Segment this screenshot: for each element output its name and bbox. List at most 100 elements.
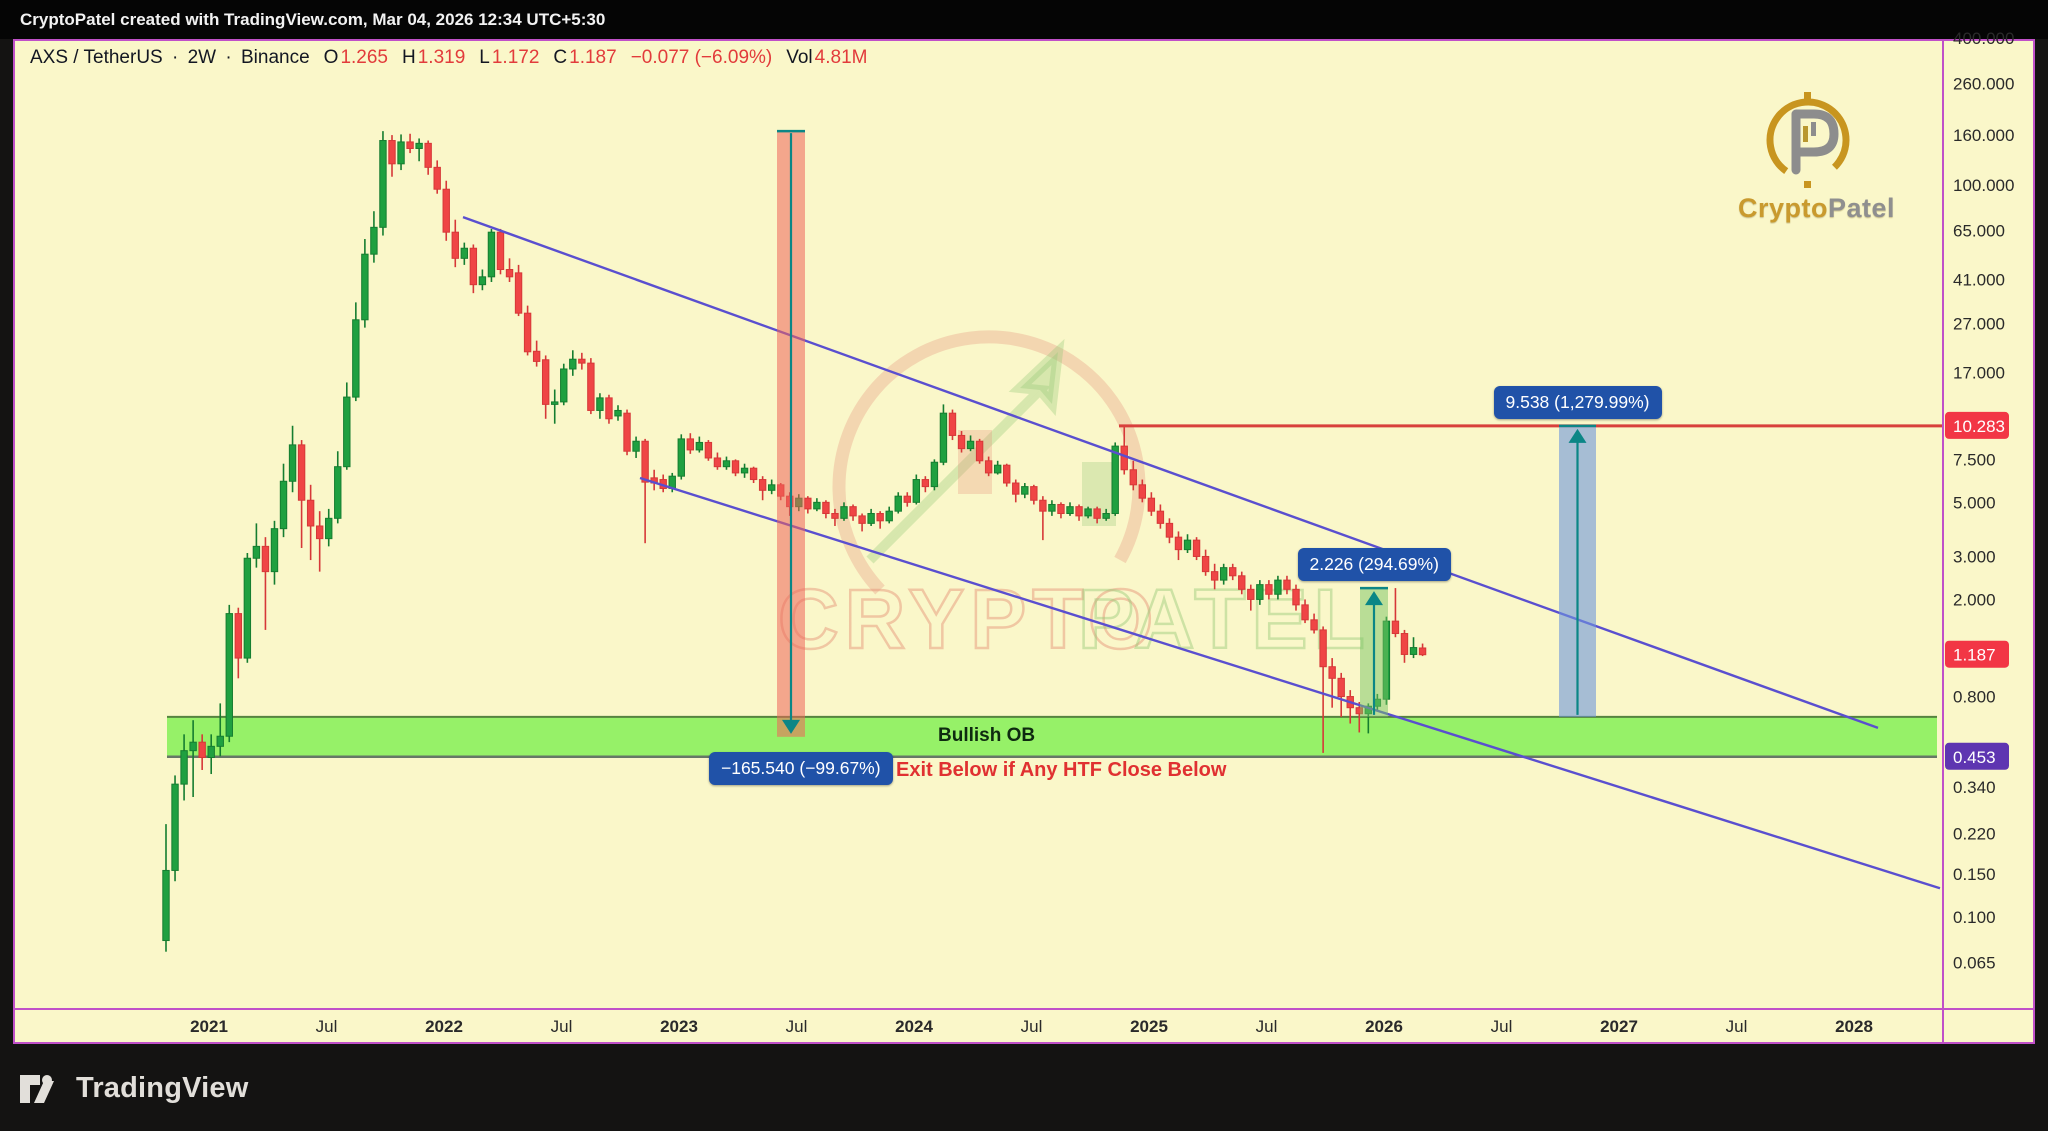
price-tick-label: 0.150 <box>1953 865 1996 884</box>
candle-body <box>1210 571 1219 581</box>
candle-body <box>993 464 1002 474</box>
volume: Vol 4.81M <box>786 47 868 68</box>
measure-label-projection[interactable]: 9.538 (1,279.99%) <box>1493 385 1662 419</box>
candle-body <box>831 513 839 519</box>
channel-trendline-upper[interactable] <box>462 215 1879 730</box>
candle-body <box>207 745 215 759</box>
caption-text: CryptoPatel created with TradingView.com… <box>20 9 606 29</box>
candle-body <box>343 396 351 468</box>
exit-warning-text: Exit Below if Any HTF Close Below <box>896 758 1227 781</box>
candle-body <box>722 460 731 468</box>
candle-body <box>478 276 487 286</box>
candle-body <box>1165 522 1174 538</box>
price-tick-label: 7.500 <box>1953 450 1996 469</box>
symbol-title: AXS / TetherUS <box>30 47 163 68</box>
measure-box-bounce-arrow-icon <box>1365 591 1383 606</box>
price-tag-1.187 <box>1945 640 2009 668</box>
tradingview-wordmark: TradingView <box>76 1072 249 1104</box>
candle-body <box>840 506 848 519</box>
time-tick-label: Jul <box>1021 1017 1043 1036</box>
ohlc-high: H 1.319 <box>402 47 466 68</box>
price-tick-label: 0.340 <box>1953 778 1996 797</box>
time-tick-label: 2028 <box>1835 1017 1873 1036</box>
candle-body <box>306 499 315 527</box>
candle-body <box>180 750 188 785</box>
channel-trendline-lower[interactable] <box>639 476 1941 890</box>
candle-body <box>677 438 685 477</box>
time-tick-label: Jul <box>1491 1017 1513 1036</box>
time-tick-label: 2027 <box>1600 1017 1638 1036</box>
candle-body <box>632 440 640 452</box>
symbol-name[interactable]: AXS / TetherUS · 2W · Binance <box>30 47 310 68</box>
candle-body <box>1256 584 1264 600</box>
candle-body <box>216 735 224 747</box>
candle-body <box>352 319 360 398</box>
time-tick-label: Jul <box>1256 1017 1278 1036</box>
price-tick-label: 100.000 <box>1953 176 2014 195</box>
time-tick-label: 2025 <box>1130 1017 1168 1036</box>
candle-body <box>1292 588 1300 606</box>
candle-body <box>198 741 206 759</box>
candle-body <box>1003 464 1011 484</box>
candle-body <box>1174 536 1183 551</box>
candle-body <box>587 362 595 411</box>
candle-body <box>406 141 414 149</box>
candle-body <box>695 441 704 451</box>
bullish-ob-label[interactable]: Bullish OB <box>938 724 1036 746</box>
candle-body <box>1229 567 1237 577</box>
time-tick-label: 2023 <box>660 1017 698 1036</box>
candle-body <box>713 457 722 468</box>
price-tick-label: 41.000 <box>1953 270 2005 289</box>
candle-body <box>1039 499 1047 512</box>
candle-body <box>1138 484 1147 499</box>
candle-body <box>451 231 459 259</box>
logo-word-crypto: Crypto <box>1738 193 1828 223</box>
candle-body <box>704 441 713 459</box>
candle-body <box>496 231 505 271</box>
candle-body <box>243 557 252 659</box>
price-tick-label: 160.000 <box>1953 126 2014 145</box>
candle-body <box>1301 604 1309 621</box>
candle-body <box>1093 508 1101 519</box>
candle-body <box>270 528 279 573</box>
candle-body <box>1337 677 1345 698</box>
candle-body <box>578 358 586 364</box>
candle-body <box>560 368 568 403</box>
price-change: −0.077 (−6.09%) <box>630 47 773 68</box>
tradingview-logo[interactable]: TradingView <box>20 1072 249 1105</box>
price-tag-text: 0.453 <box>1953 748 1996 767</box>
measure-label-bounce[interactable]: 2.226 (294.69%) <box>1297 548 1451 582</box>
candle-body <box>957 434 966 450</box>
bullish-ob-zone[interactable] <box>167 716 1937 757</box>
measure-label-drawdown[interactable]: −165.540 (−99.67%) <box>709 751 893 785</box>
candle-body <box>234 613 243 659</box>
candle-body <box>804 497 812 510</box>
candle-body <box>379 140 387 228</box>
time-tick-label: Jul <box>786 1017 808 1036</box>
candle-body <box>912 479 921 503</box>
candle-body <box>523 312 532 353</box>
measure-box-drawdown-arrow-icon <box>782 719 800 734</box>
time-tick-label: 2022 <box>425 1017 463 1036</box>
candle-body <box>975 440 984 462</box>
candle-body <box>433 166 441 190</box>
candle-body <box>532 350 541 362</box>
candle-body <box>822 501 830 515</box>
price-tick-label: 27.000 <box>1953 315 2005 334</box>
candle-body <box>1310 619 1318 631</box>
time-tick-label: Jul <box>316 1017 338 1036</box>
candle-body <box>1418 647 1427 656</box>
timeframe[interactable]: 2W <box>187 47 217 68</box>
measure-box-projection-arrow-icon <box>1568 428 1587 443</box>
candle-body <box>171 783 179 871</box>
time-tick-label: 2026 <box>1365 1017 1403 1036</box>
candle-body <box>614 409 622 417</box>
candle-body <box>424 142 432 168</box>
candle-body <box>189 741 197 752</box>
candle-body <box>1030 486 1038 501</box>
candle-body <box>1111 445 1119 515</box>
time-tick-label: 2024 <box>895 1017 933 1036</box>
ohlc-close: C 1.187 <box>553 47 617 68</box>
candle-body <box>984 460 993 474</box>
